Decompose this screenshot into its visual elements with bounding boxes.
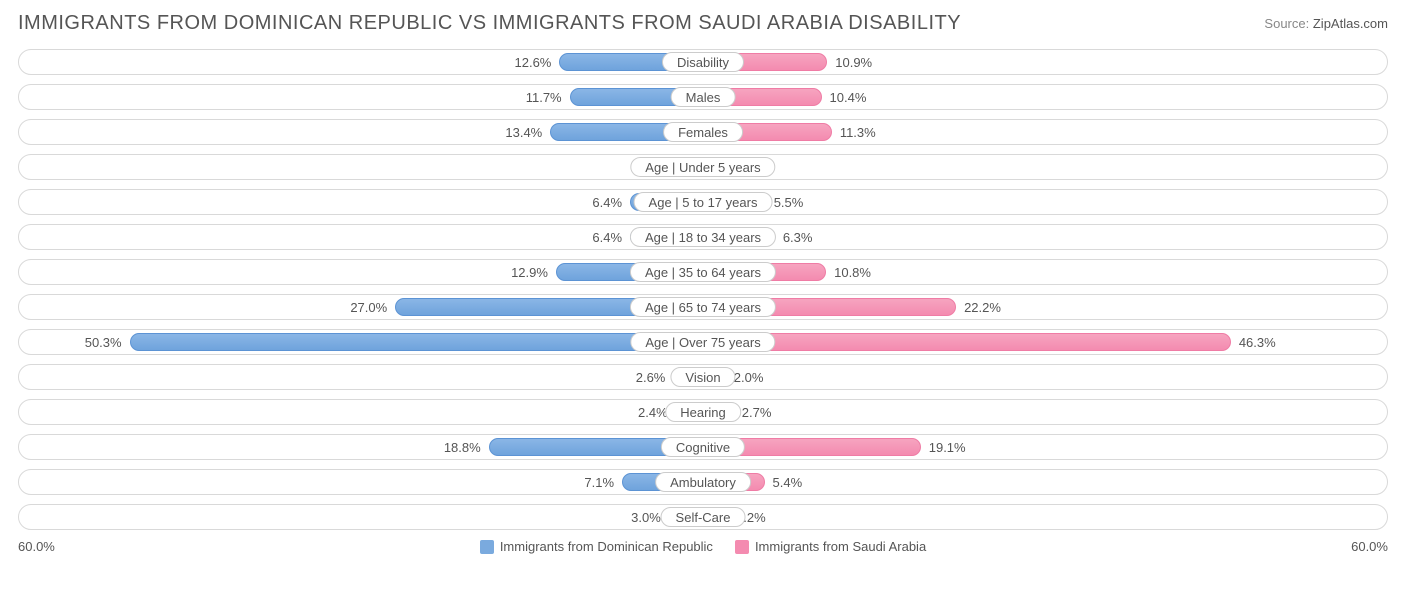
chart-row: 12.6% 10.9% Disability xyxy=(18,49,1388,75)
category-label: Hearing xyxy=(665,402,741,422)
value-left: 3.0% xyxy=(631,505,661,531)
diverging-bar-chart: 12.6% 10.9% Disability 11.7% 10.4% Males 13.4%… xyxy=(18,49,1388,530)
value-right: 10.4% xyxy=(830,85,867,111)
chart-row: 11.7% 10.4% Males xyxy=(18,84,1388,110)
legend-item-right: Immigrants from Saudi Arabia xyxy=(735,539,926,554)
axis-max-right: 60.0% xyxy=(1351,539,1388,554)
chart-row: 27.0% 22.2% Age | 65 to 74 years xyxy=(18,294,1388,320)
source-value: ZipAtlas.com xyxy=(1313,16,1388,31)
value-right: 2.7% xyxy=(742,400,772,426)
header: IMMIGRANTS FROM DOMINICAN REPUBLIC VS IM… xyxy=(18,12,1388,35)
category-label: Age | Over 75 years xyxy=(630,332,775,352)
value-right: 10.8% xyxy=(834,260,871,286)
legend-swatch-right xyxy=(735,540,749,554)
category-label: Age | 65 to 74 years xyxy=(630,297,776,317)
bar-left xyxy=(130,333,703,351)
value-left: 12.6% xyxy=(515,50,552,76)
legend-item-left: Immigrants from Dominican Republic xyxy=(480,539,713,554)
chart-row: 50.3% 46.3% Age | Over 75 years xyxy=(18,329,1388,355)
value-right: 6.3% xyxy=(783,225,813,251)
legend: Immigrants from Dominican Republic Immig… xyxy=(480,539,926,554)
legend-swatch-left xyxy=(480,540,494,554)
value-right: 5.4% xyxy=(773,470,803,496)
value-left: 6.4% xyxy=(592,225,622,251)
value-right: 22.2% xyxy=(964,295,1001,321)
legend-label-right: Immigrants from Saudi Arabia xyxy=(755,539,926,554)
value-right: 19.1% xyxy=(929,435,966,461)
category-label: Disability xyxy=(662,52,744,72)
value-left: 27.0% xyxy=(350,295,387,321)
category-label: Age | 35 to 64 years xyxy=(630,262,776,282)
source-label: Source: xyxy=(1264,16,1309,31)
chart-row: 7.1% 5.4% Ambulatory xyxy=(18,469,1388,495)
chart-row: 18.8% 19.1% Cognitive xyxy=(18,434,1388,460)
category-label: Females xyxy=(663,122,743,142)
category-label: Males xyxy=(671,87,736,107)
value-right: 2.0% xyxy=(734,365,764,391)
value-left: 2.6% xyxy=(636,365,666,391)
chart-row: 2.6% 2.0%Vision xyxy=(18,364,1388,390)
value-right: 5.5% xyxy=(774,190,804,216)
category-label: Cognitive xyxy=(661,437,745,457)
value-right: 11.3% xyxy=(840,120,876,146)
chart-row: 6.4% 6.3% Age | 18 to 34 years xyxy=(18,224,1388,250)
value-left: 6.4% xyxy=(592,190,622,216)
chart-footer: 60.0% Immigrants from Dominican Republic… xyxy=(18,539,1388,554)
category-label: Ambulatory xyxy=(655,472,751,492)
category-label: Age | 5 to 17 years xyxy=(634,192,773,212)
source: Source: ZipAtlas.com xyxy=(1264,16,1388,31)
chart-row: 1.1%1.2%Age | Under 5 years xyxy=(18,154,1388,180)
legend-label-left: Immigrants from Dominican Republic xyxy=(500,539,713,554)
chart-row: 3.0%2.2%Self-Care xyxy=(18,504,1388,530)
chart-row: 12.9% 10.8% Age | 35 to 64 years xyxy=(18,259,1388,285)
category-label: Vision xyxy=(670,367,735,387)
value-left: 50.3% xyxy=(85,330,122,356)
category-label: Self-Care xyxy=(661,507,746,527)
value-left: 11.7% xyxy=(526,85,562,111)
bar-right xyxy=(703,333,1231,351)
chart-row: 13.4% 11.3% Females xyxy=(18,119,1388,145)
value-left: 7.1% xyxy=(584,470,614,496)
value-left: 13.4% xyxy=(505,120,542,146)
axis-max-left: 60.0% xyxy=(18,539,55,554)
value-right: 46.3% xyxy=(1239,330,1276,356)
category-label: Age | Under 5 years xyxy=(630,157,775,177)
value-left: 2.4% xyxy=(638,400,668,426)
chart-title: IMMIGRANTS FROM DOMINICAN REPUBLIC VS IM… xyxy=(18,12,961,35)
chart-row: 6.4% 5.5%Age | 5 to 17 years xyxy=(18,189,1388,215)
value-right: 10.9% xyxy=(835,50,872,76)
chart-row: 2.4% 2.7%Hearing xyxy=(18,399,1388,425)
value-left: 12.9% xyxy=(511,260,548,286)
value-left: 18.8% xyxy=(444,435,481,461)
category-label: Age | 18 to 34 years xyxy=(630,227,776,247)
